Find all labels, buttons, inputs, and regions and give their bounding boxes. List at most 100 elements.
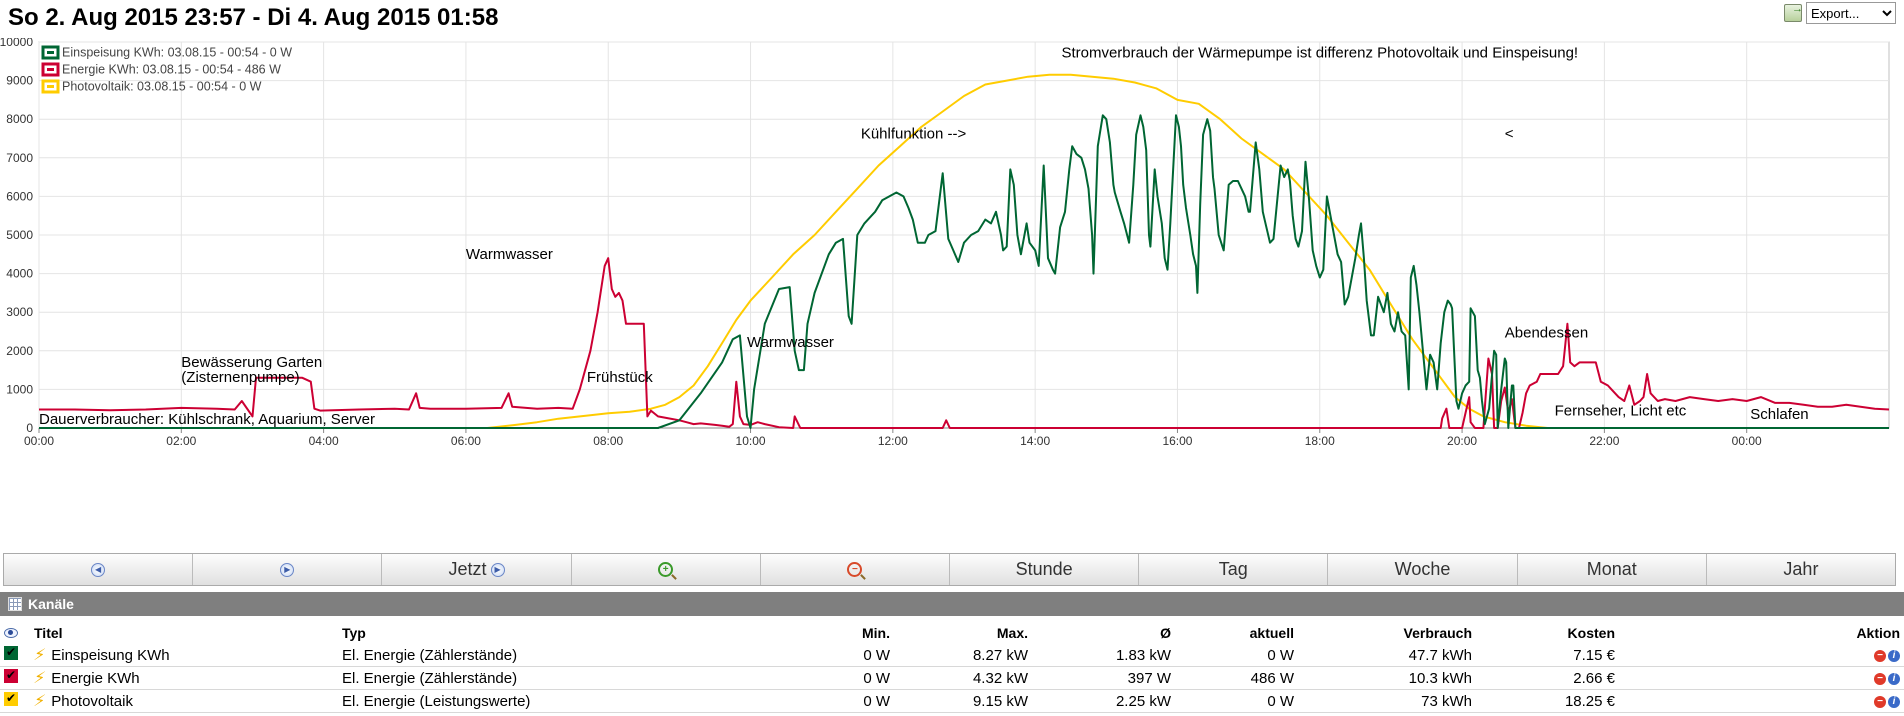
legend-swatch-mark: [47, 85, 54, 88]
current-cell: 486 W: [1175, 666, 1298, 690]
y-tick-label: 0: [26, 421, 33, 435]
now-label: Jetzt: [448, 559, 487, 579]
type-cell: El. Energie (Zählerstände): [338, 644, 766, 667]
prev-button[interactable]: ◀: [4, 554, 194, 585]
forward-icon: ▶: [280, 562, 295, 577]
min-cell: 0 W: [766, 644, 894, 667]
cost-cell: 18.25 €: [1476, 689, 1619, 713]
time-navigation-toolbar: ◀ ▶ Jetzt ▶ + − Stunde Tag Woche Monat Ja…: [3, 553, 1896, 586]
x-tick-label: 02:00: [166, 434, 196, 448]
y-tick-label: 4000: [6, 267, 33, 281]
visibility-checkbox[interactable]: [4, 691, 18, 706]
bolt-icon: ⚡: [32, 647, 47, 664]
chart-annotations: Stromverbrauch der Wärmepumpe ist differ…: [39, 44, 1809, 427]
x-tick-label: 12:00: [878, 434, 908, 448]
annotation: Fernseher, Licht etc: [1555, 402, 1687, 419]
annotation: Dauerverbraucher: Kühlschrank, Aquarium,…: [39, 411, 375, 428]
skip-forward-icon: ▶: [490, 562, 505, 577]
x-tick-label: 18:00: [1305, 434, 1335, 448]
energy-chart: 0 1000 2000 3000 4000 5000 6000 7000 8000 9000 100…: [0, 38, 1890, 448]
visibility-checkbox[interactable]: [4, 645, 18, 660]
legend-entry: Einspeisung KWh: 03.08.15 - 00:54 - 0 W: [62, 46, 292, 60]
bolt-icon: ⚡: [32, 670, 47, 687]
chart-grid: [38, 41, 1890, 429]
avg-cell: 2.25 kW: [1032, 689, 1175, 713]
info-icon[interactable]: i: [1888, 695, 1900, 708]
table-row: ⚡Photovoltaik El. Energie (Leistungswert…: [0, 689, 1904, 713]
annotation: (Zisternenpumpe): [181, 369, 299, 386]
week-button[interactable]: Woche: [1328, 554, 1518, 585]
x-tick-label: 14:00: [1020, 434, 1050, 448]
action-cell: − i: [1619, 644, 1904, 667]
eye-icon: [4, 628, 18, 638]
header-action: Aktion: [1856, 625, 1900, 641]
legend-entry: Photovoltaik: 03.08.15 - 00:54 - 0 W: [62, 80, 262, 94]
x-tick-label: 10:00: [736, 434, 766, 448]
header-title: Titel: [34, 625, 63, 641]
y-tick-label: 3000: [6, 305, 33, 319]
header-max: Max.: [996, 625, 1028, 641]
y-tick-label: 5000: [6, 228, 33, 242]
min-cell: 0 W: [766, 689, 894, 713]
legend-swatch-mark: [47, 68, 54, 71]
x-tick-label: 00:00: [1732, 434, 1762, 448]
annotation: Abendessen: [1505, 324, 1588, 341]
y-tick-label: 10000: [0, 38, 33, 49]
zoom-out-button[interactable]: −: [761, 554, 951, 585]
x-tick-label: 16:00: [1162, 434, 1192, 448]
zoom-in-button[interactable]: +: [572, 554, 761, 585]
export-icon[interactable]: [1784, 3, 1803, 22]
x-tick-label: 06:00: [451, 434, 481, 448]
zoom-in-icon: +: [658, 562, 674, 577]
annotation: <: [1505, 126, 1514, 143]
y-tick-label: 1000: [6, 382, 33, 396]
next-button[interactable]: ▶: [193, 554, 383, 585]
channel-title[interactable]: Photovoltaik: [51, 693, 133, 710]
chart-series: [39, 73, 1890, 429]
day-button[interactable]: Tag: [1139, 554, 1329, 585]
series-line-energie-kwh: [39, 257, 1890, 429]
y-tick-label: 8000: [6, 112, 33, 126]
info-icon[interactable]: i: [1888, 649, 1900, 662]
channel-title[interactable]: Einspeisung KWh: [51, 647, 170, 664]
header-current: aktuell: [1249, 625, 1294, 641]
y-tick-label: 6000: [6, 189, 33, 203]
delete-icon[interactable]: −: [1874, 649, 1886, 662]
table-row: ⚡Energie KWh El. Energie (Zählerstände) …: [0, 666, 1904, 690]
visibility-cell: [0, 666, 30, 690]
now-button[interactable]: Jetzt ▶: [382, 554, 572, 585]
table-header-row: Titel Typ Min. Max. Ø aktuell Verbrauch …: [0, 622, 1904, 644]
min-cell: 0 W: [766, 666, 894, 690]
header-consumption: Verbrauch: [1403, 625, 1472, 641]
x-tick-label: 00:00: [24, 434, 54, 448]
chart-legend: Einspeisung KWh: 03.08.15 - 00:54 - 0 W E…: [41, 45, 292, 94]
info-icon[interactable]: i: [1888, 672, 1900, 685]
annotation: Bewässerung Garten: [181, 354, 322, 371]
hour-button[interactable]: Stunde: [950, 554, 1140, 585]
x-tick-label: 08:00: [593, 434, 623, 448]
header-avg: Ø: [1160, 625, 1171, 641]
visibility-checkbox[interactable]: [4, 668, 18, 683]
export-select[interactable]: Export...: [1806, 2, 1896, 24]
avg-cell: 397 W: [1032, 666, 1175, 690]
title-cell: ⚡ Photovoltaik: [30, 689, 338, 713]
table-icon: [8, 597, 22, 611]
visibility-header: [0, 622, 30, 644]
header-type: Typ: [342, 625, 366, 641]
delete-icon[interactable]: −: [1874, 672, 1886, 685]
consumption-cell: 73 kWh: [1298, 689, 1476, 713]
consumption-cell: 10.3 kWh: [1298, 666, 1476, 690]
rewind-icon: ◀: [91, 562, 106, 577]
delete-icon[interactable]: −: [1874, 695, 1886, 708]
export-control[interactable]: Export...: [1784, 2, 1896, 24]
channels-table: Titel Typ Min. Max. Ø aktuell Verbrauch …: [0, 622, 1904, 713]
x-tick-label: 22:00: [1589, 434, 1619, 448]
y-tick-label: 7000: [6, 151, 33, 165]
month-button[interactable]: Monat: [1518, 554, 1707, 585]
channel-title[interactable]: Energie KWh: [51, 670, 140, 687]
type-cell: El. Energie (Leistungswerte): [338, 689, 766, 713]
year-button[interactable]: Jahr: [1783, 559, 1819, 579]
header-min: Min.: [862, 625, 890, 641]
visibility-cell: [0, 689, 30, 713]
annotation: Stromverbrauch der Wärmepumpe ist differ…: [1061, 44, 1578, 61]
